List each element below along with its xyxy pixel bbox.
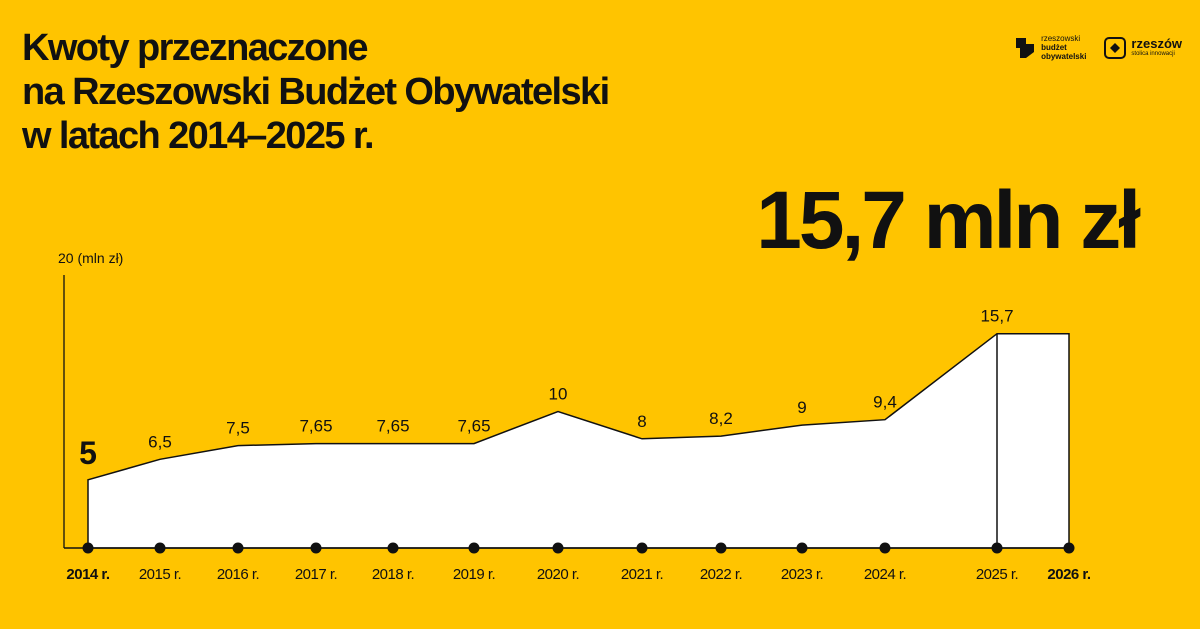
rbo-logo: rzeszowski budżet obywatelski: [1014, 34, 1086, 61]
highlight-value: 15,7 mln zł: [756, 175, 1141, 266]
x-tick-label: 2023 r.: [781, 566, 823, 583]
data-label: 7,65: [376, 417, 409, 436]
data-label: 15,7: [980, 307, 1013, 326]
x-tick-label: 2020 r.: [537, 566, 579, 583]
x-tick-label: 2014 r.: [66, 566, 110, 583]
x-tick-label: 2026 r.: [1047, 566, 1091, 583]
logos: rzeszowski budżet obywatelski rzeszów st…: [1014, 34, 1182, 61]
x-tick-label: 2021 r.: [621, 566, 663, 583]
axis-marker: [468, 542, 480, 554]
rzeszow-name: rzeszów: [1131, 35, 1182, 51]
axis-marker: [991, 542, 1003, 554]
rzeszow-tagline: stolica innowacji: [1131, 50, 1175, 57]
axis-marker: [310, 542, 322, 554]
x-tick-label: 2024 r.: [864, 566, 906, 583]
rzeszow-logo: rzeszów stolica innowacji: [1104, 35, 1182, 59]
axis-marker: [82, 542, 94, 554]
y-axis-label: 20 (mln zł): [58, 250, 123, 266]
title-line-2: na Rzeszowski Budżet Obywatelski: [22, 71, 610, 113]
data-label: 8: [637, 412, 646, 431]
x-tick-label: 2016 r.: [217, 566, 259, 583]
axis-marker: [232, 542, 244, 554]
rbo-line-3: obywatelski: [1041, 52, 1087, 61]
data-label: 7,65: [457, 417, 490, 436]
data-label: 9: [797, 398, 806, 417]
data-label: 7,5: [226, 419, 250, 438]
data-label: 5: [79, 435, 97, 471]
data-label: 6,5: [148, 432, 172, 451]
title-line-1: Kwoty przeznaczone: [22, 27, 369, 69]
data-label: 7,65: [299, 417, 332, 436]
data-label: 8,2: [709, 409, 733, 428]
x-tick-label: 2019 r.: [453, 566, 495, 583]
rbo-line-1: rzeszowski: [1041, 34, 1081, 43]
x-tick-label: 2025 r.: [976, 566, 1018, 583]
rzeszow-mark-icon: [1104, 36, 1127, 59]
chart-title: Kwoty przeznaczone na Rzeszowski Budżet …: [22, 26, 610, 158]
rbo-line-2: budżet: [1041, 43, 1067, 52]
axis-marker: [552, 542, 564, 554]
axis-marker: [796, 542, 808, 554]
x-tick-label: 2015 r.: [139, 566, 181, 583]
x-tick-label: 2022 r.: [700, 566, 742, 583]
x-tick-label: 2017 r.: [295, 566, 337, 583]
axis-marker: [154, 542, 166, 554]
axis-marker: [715, 542, 727, 554]
area-series: [87, 332, 1070, 549]
axis-marker: [636, 542, 648, 554]
axis-marker: [879, 542, 891, 554]
x-tick-label: 2018 r.: [372, 566, 414, 583]
axis-marker: [387, 542, 399, 554]
rbo-mark-icon: [1016, 37, 1035, 58]
axis-marker: [1063, 542, 1075, 554]
data-label: 10: [549, 385, 568, 404]
title-line-3: w latach 2014–2025 r.: [22, 115, 375, 157]
data-label: 9,4: [873, 393, 897, 412]
